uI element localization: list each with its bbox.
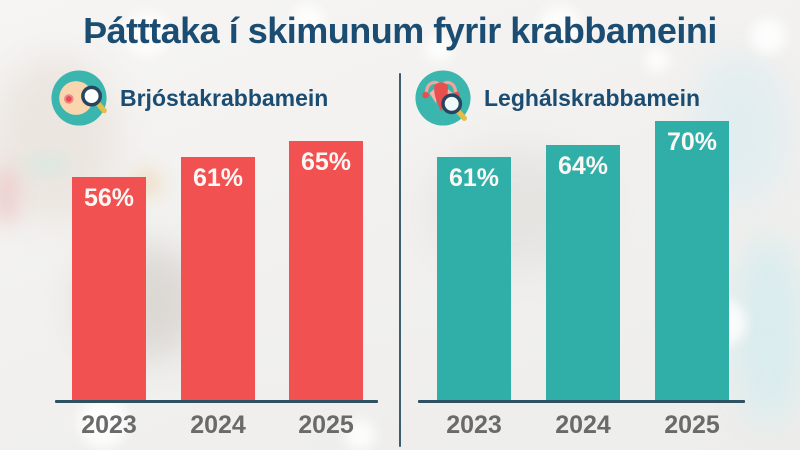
magnifier-handle (454, 107, 467, 121)
background-mint-smear (25, 156, 69, 172)
breast-screening-icon (50, 69, 108, 127)
x-axis-line (418, 400, 745, 403)
bar-value-label: 64% (557, 152, 609, 180)
magnifier-handle (94, 100, 107, 114)
background-bokeh (78, 398, 128, 448)
bar-value-label: 65% (300, 148, 352, 176)
magnifier-lens (441, 93, 463, 115)
bar-value-label: 61% (192, 164, 244, 192)
year-label: 2023 (81, 411, 137, 439)
bar-2023: 61% (437, 157, 511, 400)
bar-value-label: 56% (83, 184, 135, 212)
bar-value-label: 70% (666, 128, 718, 156)
bar-2025: 70% (655, 121, 729, 400)
bar-2025: 65% (289, 141, 363, 400)
cervical-screening-icon (414, 69, 472, 127)
chart-title-breast: Brjóstakrabbamein (120, 84, 329, 111)
bar-2023: 56% (72, 177, 146, 400)
bar-2024: 61% (181, 157, 255, 400)
background-bokeh (125, 12, 169, 56)
bar-2024: 64% (546, 145, 620, 400)
background-bokeh (345, 420, 375, 450)
background-bokeh (750, 18, 786, 54)
year-label: 2025 (664, 411, 720, 439)
magnifier-lens (81, 85, 103, 107)
background-bokeh (292, 4, 324, 36)
page-title: Þátttaka í skimunum fyrir krabbameini (83, 10, 717, 51)
background-bokeh (645, 48, 669, 72)
year-label: 2024 (190, 411, 246, 439)
cervical-chart-header: Leghálskrabbamein (414, 69, 700, 127)
year-label: 2023 (446, 411, 502, 439)
background-bokeh (540, 6, 580, 46)
x-axis-line (55, 400, 378, 403)
year-label: 2024 (555, 411, 611, 439)
bar-value-label: 61% (448, 164, 500, 192)
year-label: 2025 (298, 411, 354, 439)
chart-title-cervical: Leghálskrabbamein (484, 84, 701, 111)
background-bokeh (425, 34, 453, 62)
breast-chart-header: Brjóstakrabbamein (50, 69, 328, 127)
chart-divider (399, 73, 401, 447)
background-red-smear (0, 165, 18, 225)
